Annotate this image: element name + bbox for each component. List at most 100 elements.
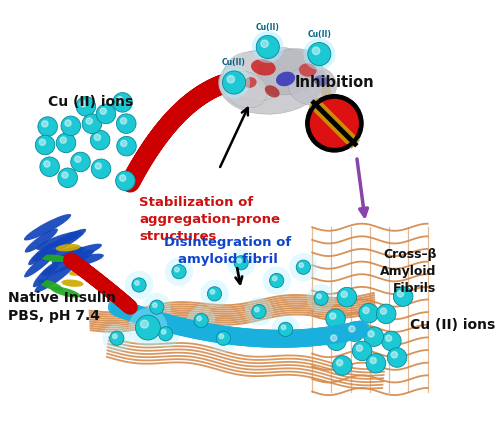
Ellipse shape (24, 248, 58, 278)
Circle shape (282, 325, 286, 329)
Circle shape (70, 152, 90, 172)
Circle shape (326, 331, 346, 350)
Circle shape (330, 335, 337, 341)
Circle shape (296, 260, 310, 274)
Circle shape (380, 308, 386, 314)
Circle shape (120, 118, 126, 124)
Ellipse shape (32, 229, 86, 261)
Circle shape (61, 116, 80, 135)
Circle shape (261, 40, 268, 48)
Circle shape (65, 120, 71, 126)
Circle shape (244, 297, 273, 326)
Ellipse shape (69, 268, 94, 276)
Circle shape (132, 278, 146, 292)
Circle shape (82, 114, 102, 134)
Circle shape (305, 94, 364, 153)
Text: Cross–β
Amyloid
Fibrils: Cross–β Amyloid Fibrils (380, 248, 436, 295)
Ellipse shape (219, 47, 326, 114)
Circle shape (345, 322, 364, 341)
Circle shape (152, 320, 180, 348)
Circle shape (152, 303, 157, 307)
Circle shape (86, 118, 92, 124)
Circle shape (62, 172, 68, 178)
Circle shape (278, 322, 292, 337)
Circle shape (128, 308, 168, 347)
Text: Cu(II): Cu(II) (222, 59, 246, 67)
Circle shape (262, 266, 291, 295)
Text: Cu (II) ions: Cu (II) ions (48, 95, 133, 109)
Circle shape (314, 291, 328, 305)
Text: Cu(II): Cu(II) (256, 23, 280, 32)
Circle shape (270, 274, 284, 288)
Ellipse shape (244, 77, 256, 88)
Ellipse shape (28, 242, 54, 265)
Circle shape (140, 320, 148, 328)
Circle shape (158, 327, 173, 341)
Circle shape (388, 348, 407, 367)
Circle shape (330, 313, 336, 319)
Circle shape (40, 157, 60, 177)
Circle shape (39, 139, 46, 145)
Circle shape (208, 287, 222, 301)
Ellipse shape (276, 71, 295, 86)
Circle shape (368, 331, 374, 337)
Circle shape (90, 131, 110, 150)
Circle shape (394, 287, 413, 306)
Circle shape (336, 360, 342, 366)
Circle shape (227, 75, 234, 83)
Ellipse shape (24, 214, 71, 241)
Circle shape (94, 134, 100, 140)
Circle shape (308, 97, 361, 150)
Circle shape (36, 135, 55, 155)
Circle shape (364, 327, 384, 346)
Ellipse shape (42, 247, 85, 261)
Text: Disintegration of
amyloid fibril: Disintegration of amyloid fibril (164, 236, 292, 266)
Circle shape (116, 114, 136, 133)
Circle shape (272, 315, 300, 344)
Circle shape (174, 267, 180, 272)
Circle shape (219, 334, 224, 338)
Circle shape (254, 307, 259, 312)
Circle shape (391, 352, 398, 358)
Text: Inhibition: Inhibition (294, 75, 374, 90)
Circle shape (162, 329, 166, 334)
Ellipse shape (224, 52, 286, 101)
Circle shape (376, 304, 396, 324)
Circle shape (209, 324, 238, 353)
Circle shape (218, 67, 250, 99)
Circle shape (38, 117, 58, 136)
Circle shape (356, 345, 362, 351)
Circle shape (363, 307, 369, 313)
Ellipse shape (56, 244, 80, 251)
Circle shape (200, 280, 228, 308)
Circle shape (172, 265, 186, 279)
Circle shape (308, 43, 331, 66)
Circle shape (120, 140, 127, 147)
Ellipse shape (36, 231, 82, 250)
Ellipse shape (40, 254, 69, 262)
Circle shape (398, 291, 404, 297)
Ellipse shape (68, 254, 104, 266)
Circle shape (337, 287, 356, 307)
Circle shape (237, 258, 242, 263)
Circle shape (366, 353, 386, 373)
Circle shape (272, 276, 277, 281)
Text: Stabilization of
aggregation-prone
structures: Stabilization of aggregation-prone struc… (139, 196, 280, 243)
Circle shape (352, 341, 372, 361)
Circle shape (227, 249, 256, 277)
Circle shape (210, 289, 215, 294)
Circle shape (136, 315, 160, 340)
Ellipse shape (299, 63, 316, 77)
Ellipse shape (62, 280, 84, 287)
Circle shape (252, 305, 266, 319)
Text: Native Insulin
PBS, pH 7.4: Native Insulin PBS, pH 7.4 (8, 291, 117, 323)
Circle shape (194, 313, 208, 328)
Circle shape (382, 331, 401, 351)
Ellipse shape (314, 75, 328, 86)
Circle shape (135, 281, 140, 285)
Circle shape (58, 168, 78, 187)
Ellipse shape (258, 49, 322, 95)
Ellipse shape (34, 263, 75, 293)
Circle shape (116, 136, 136, 156)
Circle shape (216, 331, 230, 345)
